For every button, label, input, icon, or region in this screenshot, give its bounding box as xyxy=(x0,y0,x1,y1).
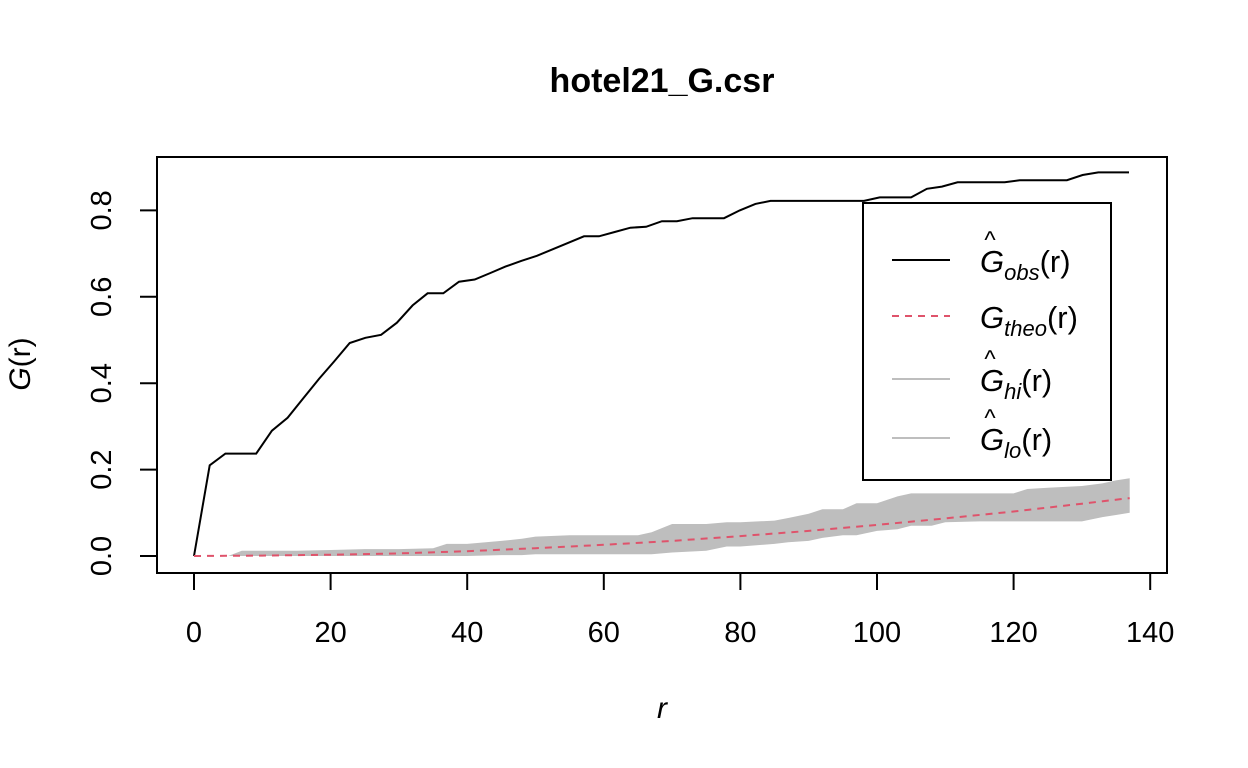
series-layer xyxy=(193,171,1130,557)
legend-hat: ^ xyxy=(984,227,996,254)
legend-main: G xyxy=(980,300,1004,335)
y-tick-label: 0.0 xyxy=(86,536,118,576)
y-tick-label: 0.4 xyxy=(86,363,118,403)
x-tick-label: 20 xyxy=(314,617,346,649)
legend-main: G xyxy=(980,422,1004,457)
x-axis-label: r xyxy=(657,692,668,725)
legend-box xyxy=(862,202,1112,481)
x-tick-label: 40 xyxy=(451,617,483,649)
chart-title: hotel21_G.csr xyxy=(550,62,775,100)
legend-hat: ^ xyxy=(984,346,996,373)
y-tick-label: 0.8 xyxy=(86,190,118,230)
legend-sub: lo xyxy=(1004,438,1021,463)
y-axis-label: G(r) xyxy=(4,337,37,390)
x-tick-label: 0 xyxy=(186,617,202,649)
legend-arg: (r) xyxy=(1047,300,1078,335)
svg-text:G(r): G(r) xyxy=(4,337,37,390)
legend-arg: (r) xyxy=(1021,422,1052,457)
x-tick-label: 60 xyxy=(588,617,620,649)
envelope-band xyxy=(194,478,1130,556)
legend-sub: theo xyxy=(1004,316,1047,341)
legend-arg: (r) xyxy=(1021,363,1052,398)
y-tick-label: 0.6 xyxy=(86,277,118,317)
legend-sub: hi xyxy=(1004,379,1022,404)
series-line-theo xyxy=(193,497,1130,557)
x-tick-label: 120 xyxy=(989,617,1037,649)
legend-label-obs: Gobs(r) xyxy=(980,244,1071,285)
x-axis: 0 20 40 60 80 100 120 140 xyxy=(186,572,1174,649)
legend-hat: ^ xyxy=(984,405,996,432)
legend-label-theo: Gtheo(r) xyxy=(980,300,1078,341)
legend-label-hi: Ghi(r) xyxy=(980,363,1052,404)
legend-sub: obs xyxy=(1004,260,1039,285)
y-axis-label-main: G xyxy=(4,367,37,390)
legend-main: G xyxy=(980,363,1004,398)
y-axis-label-arg: (r) xyxy=(4,337,37,367)
legend-main: G xyxy=(980,244,1004,279)
legend: Gobs(r)^Gtheo(r)Ghi(r)^Glo(r)^ xyxy=(862,202,1112,481)
x-tick-label: 100 xyxy=(853,617,901,649)
y-axis: 0.0 0.2 0.4 0.6 0.8 xyxy=(86,190,158,576)
x-tick-label: 80 xyxy=(724,617,756,649)
legend-label-lo: Glo(r) xyxy=(980,422,1052,463)
envelope-layer xyxy=(194,478,1130,556)
legend-arg: (r) xyxy=(1040,244,1071,279)
y-tick-label: 0.2 xyxy=(86,449,118,489)
series-line-obs xyxy=(193,171,1129,557)
x-tick-label: 140 xyxy=(1126,617,1174,649)
